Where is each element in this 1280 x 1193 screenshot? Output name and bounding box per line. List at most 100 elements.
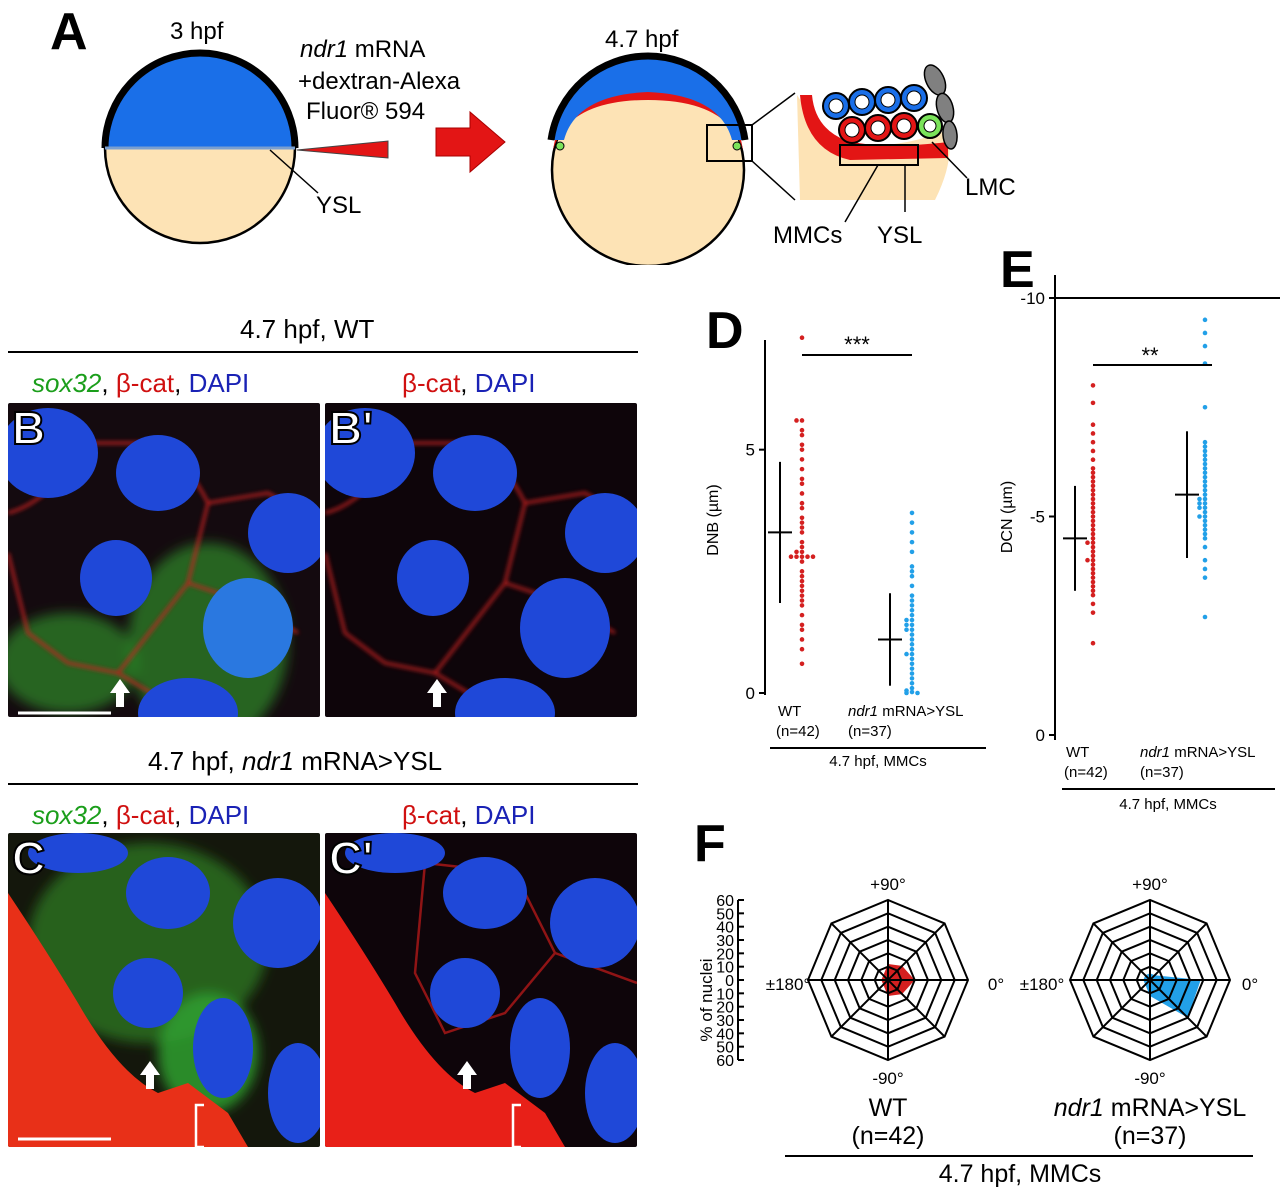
zoom-line-top [751,92,796,126]
chartE-point [1090,540,1096,546]
radar-mut-bottom: -90° [1134,1069,1165,1088]
chartE-point [1090,557,1096,563]
chartE-point [1202,522,1208,528]
chartE-point [1090,448,1096,454]
chart-e-x-mut-n: (n=37) [1140,764,1184,781]
chartD-point [909,549,915,555]
chartE-point [1090,640,1096,646]
lmc-left-dot [555,141,565,151]
chartE-point [1090,584,1096,589]
chartE-point [1090,601,1096,607]
chartD-point [788,554,794,560]
inset-evl-cell-3 [942,120,958,150]
chartD-point [799,500,805,506]
inset-ysl [800,95,948,160]
chartE-point [1202,501,1208,506]
chartD-point [799,427,805,433]
arrow-c-prime [457,1061,477,1089]
chartE-point [1202,496,1208,502]
chartD-point [799,593,805,598]
chartD-point [799,481,805,487]
chartD-point [794,418,799,423]
zoom-line-bottom [751,160,796,201]
chart-f-axis-tick-label: 20 [716,946,734,963]
radar-mut-spoke [1092,922,1208,1038]
chartD-point [799,578,805,584]
chartE-point [1090,479,1096,484]
chartE-point [1197,505,1202,511]
zoom-box [706,124,753,162]
chartD-point [909,671,915,676]
panel-b-prime-letter: B' [328,403,374,454]
injection-label-line2: +dextran-Alexa [298,68,461,95]
ysl-right-label: YSL [877,222,923,249]
chartE-point [1202,461,1208,467]
mmcs-label: MMCs [773,222,843,249]
chartD-point [909,656,915,662]
panel-b-rule [8,351,638,353]
chartE-point [1202,444,1208,449]
chartE-point [1090,531,1096,537]
chartD-point [909,689,915,695]
arrow-b [110,679,130,707]
radar-wt-spoke [830,922,946,1038]
bracket-c-prime [511,1103,521,1147]
chartD-point [909,598,915,603]
left-stage-label: 3 hpf [170,18,224,45]
inset-red-cells [838,112,918,144]
panel-b-letter: B [11,403,46,454]
chartE-point [1202,557,1208,563]
chartD-point [909,637,915,642]
chart-f-footer: 4.7 hpf, MMCs [939,1160,1102,1188]
chart-f-axis-tick-label: 0 [725,973,734,990]
chartE-point [1090,383,1096,388]
chartE-point [1202,483,1208,489]
stage-arrow [435,110,506,174]
chartD-point [909,666,915,671]
chart-f-axis-tick-label: 40 [716,920,734,937]
chartE-point [1202,466,1208,471]
chartD-point [799,525,805,530]
micrograph-c-prime-image [325,833,637,1147]
ysl-red-region-c [8,893,248,1147]
chart-f-axis-tick-label: 50 [716,906,734,923]
chartE-point [1202,575,1208,580]
chartE-point [1090,501,1096,506]
chartE-point [1090,575,1096,580]
arrow-b-prime [427,679,447,707]
chartD-point [799,603,805,608]
radar-mut-n: (n=37) [1114,1122,1187,1150]
chart-e-x-wt: WT [1066,744,1089,761]
chartE-point [1090,527,1096,532]
chartE-point [1090,431,1096,436]
radar-mut-right: 0° [1242,975,1258,994]
chartD-point [799,491,805,496]
chartD-point [904,627,909,633]
chartD-point [909,510,915,516]
chartD-point [909,607,915,613]
chartD-tick-label: 0 [746,684,755,703]
lmc-right-dot [732,141,742,151]
chart-e-x-wt-n: (n=42) [1064,764,1108,781]
micrograph-b-prime-image [325,408,637,717]
chartD-point [909,593,915,598]
chartE-point [1090,579,1096,585]
chart-f-axis-tick-label: 60 [716,1053,734,1070]
panel-c-prime-letter: C' [328,833,374,884]
chartE-point [1090,505,1096,511]
ysl-left-pointer [269,149,319,194]
chartD-point [904,690,909,696]
panel-f-letter: F [694,815,726,873]
chart-e-x-mut: ndr1 mRNA>YSL [1140,744,1255,761]
chartD-point [799,646,805,652]
chartD-point [909,617,915,623]
chartE-point [1090,518,1096,524]
right-stage-label: 4.7 hpf [605,26,679,53]
chartD-point [909,651,915,657]
nucleus-b-6 [138,678,238,717]
chartD-point [904,622,909,628]
chartE-point [1202,479,1208,484]
radar-wt-bottom: -90° [872,1069,903,1088]
micrograph-b-prime: B' [325,403,637,717]
chartD-point [799,612,805,618]
